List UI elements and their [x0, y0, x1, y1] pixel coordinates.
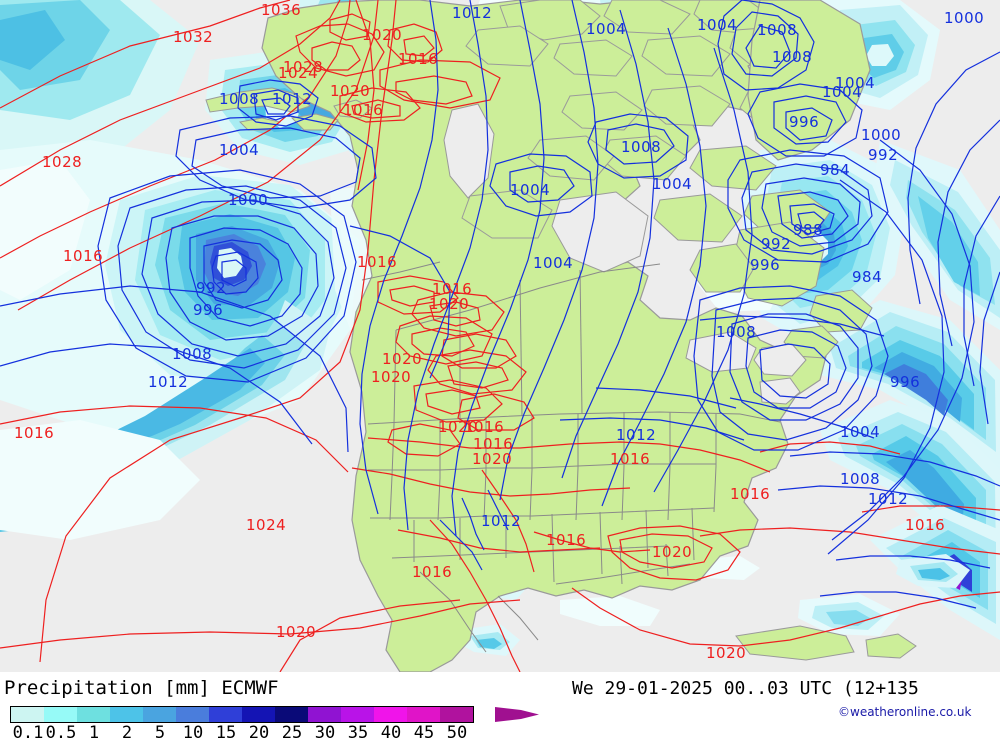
isobars-high	[0, 0, 1000, 672]
colorbar-swatch-45	[407, 707, 440, 722]
isobars-low	[0, 0, 1000, 609]
colorbar-tick-50: 50	[446, 723, 468, 743]
colorbar-tick-15: 15	[215, 723, 237, 743]
colorbar-tick-25: 25	[281, 723, 303, 743]
inland-water-layer	[443, 103, 807, 405]
precipitation-colorbar[interactable]: 0.1 0.5 1 2 5 10 15 20 25 30 35 40 45 50	[10, 706, 539, 743]
colorbar-tick-1: 1	[88, 723, 100, 743]
chart-title: Precipitation [mm] ECMWF	[4, 677, 279, 699]
colorbar-swatch-0.1	[11, 707, 44, 722]
map-graphics	[0, 0, 1000, 672]
great-lakes	[685, 331, 757, 373]
colorbar-tick-40: 40	[380, 723, 402, 743]
footer-panel: Precipitation [mm] ECMWF We 29-01-2025 0…	[0, 672, 1000, 743]
colorbar-swatch-30	[308, 707, 341, 722]
colorbar-swatch-40	[374, 707, 407, 722]
colorbar-overflow-arrow	[495, 707, 539, 722]
colorbar-swatch-50	[440, 707, 473, 722]
greenland-landmass	[747, 0, 871, 161]
map-canvas[interactable]: 1036 1032 1028 1020 1016 1024 1020 1016 1012 1008…	[0, 0, 1000, 672]
colorbar-swatch-5	[143, 707, 176, 722]
colorbar-tick-30: 30	[314, 723, 336, 743]
colorbar-swatch-20	[242, 707, 275, 722]
colorbar-tick-2: 2	[121, 723, 133, 743]
colorbar-swatches	[10, 706, 474, 723]
colorbar-swatch-10	[176, 707, 209, 722]
colorbar-swatch-35	[341, 707, 374, 722]
colorbar-swatch-15	[209, 707, 242, 722]
colorbar-swatch-25	[275, 707, 308, 722]
hudson-bay	[551, 191, 649, 273]
colorbar-swatch-2	[110, 707, 143, 722]
political-borders	[361, 261, 781, 653]
colorbar-tick-0.5: 0.5	[45, 723, 77, 743]
colorbar-tick-20: 20	[248, 723, 270, 743]
colorbar-tick-35: 35	[347, 723, 369, 743]
copyright-notice: ©weatheronline.co.uk	[838, 705, 972, 719]
colorbar-tick-0.1: 0.1	[12, 723, 44, 743]
colorbar-swatch-0.5	[44, 707, 77, 722]
model-run-info: We 29-01-2025 00..03 UTC (12+135	[572, 678, 919, 699]
colorbar-tick-45: 45	[413, 723, 435, 743]
colorbar-tick-5: 5	[154, 723, 166, 743]
colorbar-tick-10: 10	[182, 723, 204, 743]
colorbar-swatch-1	[77, 707, 110, 722]
